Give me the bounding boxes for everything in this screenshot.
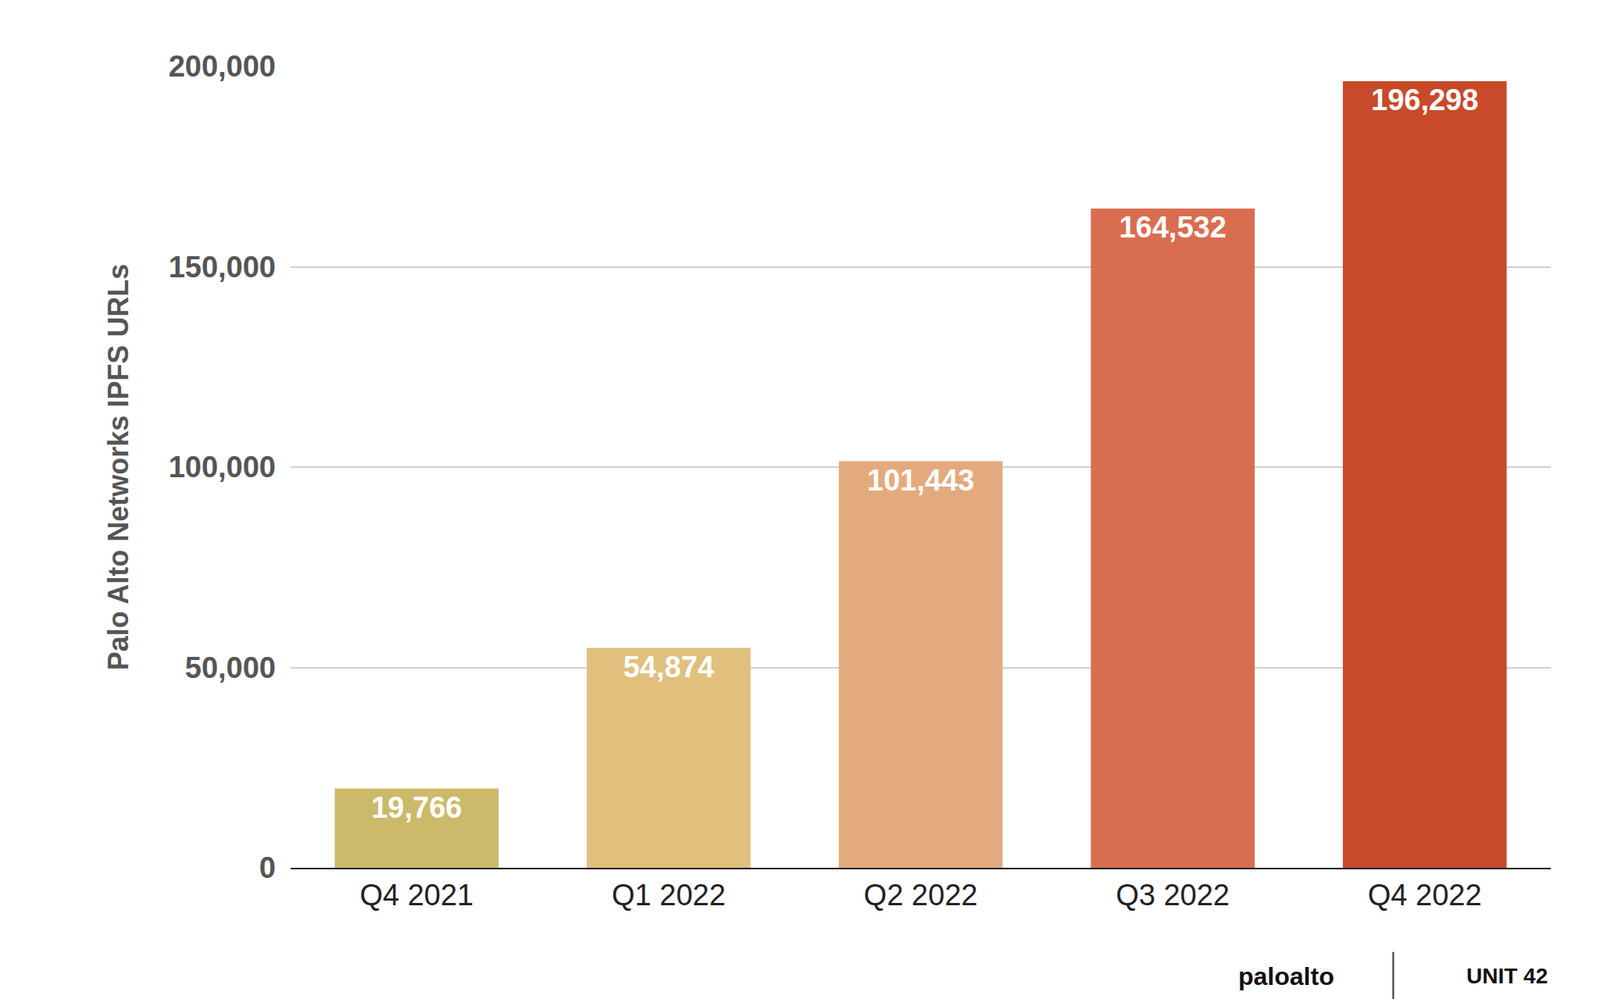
svg-text:200,000: 200,000	[168, 50, 276, 83]
svg-text:50,000: 50,000	[185, 651, 276, 685]
svg-text:54,874: 54,874	[623, 650, 715, 684]
svg-text:150,000: 150,000	[168, 250, 276, 284]
svg-text:0: 0	[259, 851, 276, 885]
svg-text:Q4 2021: Q4 2021	[359, 878, 474, 912]
svg-text:paloalto: paloalto	[1238, 962, 1335, 991]
svg-text:Palo Alto Networks IPFS URLs: Palo Alto Networks IPFS URLs	[102, 264, 135, 672]
svg-text:Q4 2022: Q4 2022	[1367, 878, 1483, 912]
svg-text:164,532: 164,532	[1118, 210, 1226, 244]
svg-text:101,443: 101,443	[867, 464, 975, 497]
svg-text:Q1 2022: Q1 2022	[611, 878, 726, 912]
svg-text:100,000: 100,000	[168, 450, 276, 484]
svg-text:196,298: 196,298	[1371, 83, 1479, 117]
svg-text:Q3 2022: Q3 2022	[1115, 878, 1230, 912]
svg-text:19,766: 19,766	[371, 791, 462, 825]
svg-text:UNIT 42: UNIT 42	[1466, 964, 1548, 989]
svg-text:Q2 2022: Q2 2022	[864, 878, 979, 912]
